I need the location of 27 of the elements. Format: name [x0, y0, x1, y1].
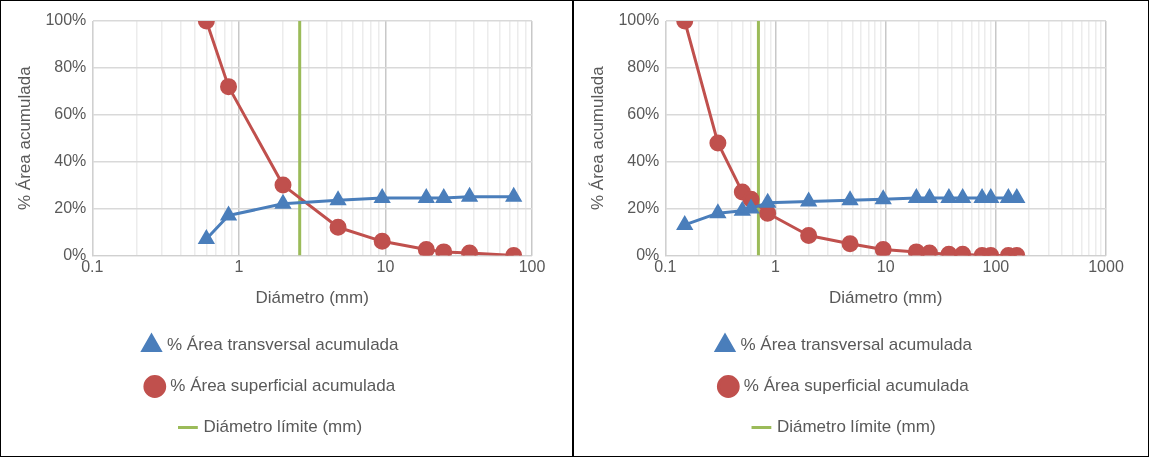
y-tick-label: 60%: [54, 105, 87, 123]
y-tick-label: 20%: [54, 198, 87, 216]
x-tick-label: 1: [771, 258, 781, 276]
y-tick-label: 100%: [45, 11, 87, 29]
y-tick-label: 80%: [54, 58, 87, 76]
x-tick-label: 100: [982, 258, 1010, 276]
y-tick-label: 40%: [627, 152, 660, 170]
y-tick-label: 60%: [627, 105, 660, 123]
x-axis-title: Diámetro (mm): [828, 288, 943, 308]
legend-label: % Área superficial acumulada: [743, 376, 970, 396]
legend-label: Diámetro límite (mm): [203, 417, 363, 437]
y-tick-label: 40%: [54, 152, 87, 170]
x-tick-label: 1: [234, 258, 244, 276]
x-tick-label: 10: [376, 258, 395, 276]
x-tick-label: 10: [876, 258, 895, 276]
y-tick-label: 20%: [627, 198, 660, 216]
legend-label: % Área superficial acumulada: [170, 376, 396, 396]
y-axis-title: % Área acumulada: [587, 65, 607, 211]
x-tick-label: 1000: [1088, 258, 1124, 276]
legend-label: % Área transversal acumulada: [167, 335, 400, 355]
x-axis-title: Diámetro (mm): [255, 288, 369, 308]
legend-label: Diámetro límite (mm): [776, 417, 936, 437]
y-tick-label: 80%: [627, 58, 660, 76]
y-axis-title: % Área acumulada: [14, 65, 34, 211]
y-tick-label: 100%: [618, 11, 660, 29]
x-tick-label: 100: [518, 258, 546, 276]
legend-label: % Área transversal acumulada: [740, 335, 973, 355]
